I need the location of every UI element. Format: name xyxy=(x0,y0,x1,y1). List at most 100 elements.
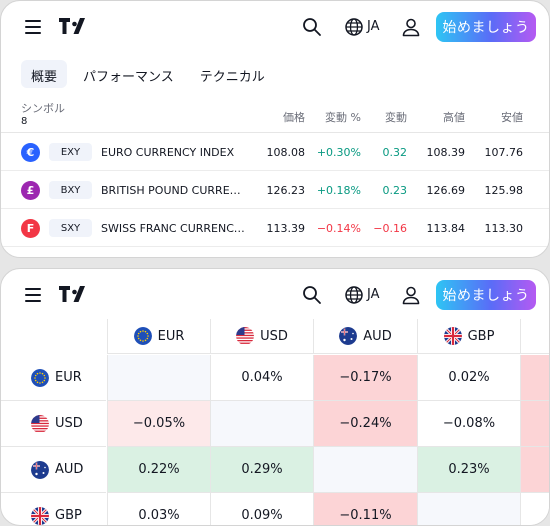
heatmap-cell[interactable]: −0.11% xyxy=(313,493,417,525)
price-cell: 108.08 xyxy=(266,146,306,159)
table-row[interactable]: £ BXY BRITISH POUND CURRENC… 126.23 +0.18% 0.… xyxy=(1,172,549,209)
tradingview-logo[interactable] xyxy=(59,18,91,34)
heatmap-cell[interactable]: −0.17% xyxy=(313,355,417,401)
symbol-count: 8 xyxy=(21,116,28,127)
high-cell: 126.69 xyxy=(426,184,466,197)
table-header: シンボル 8 価格 変動 % 変動 高値 安値 xyxy=(1,97,549,133)
usd-flag-icon xyxy=(31,414,49,433)
site-header: JA 始めましょう xyxy=(1,269,549,321)
heatmap-row-usd[interactable]: USD xyxy=(1,401,106,447)
heatmap-column-label: USD xyxy=(260,328,288,344)
user-icon[interactable] xyxy=(400,16,422,38)
heatmap-cell[interactable]: 0.03% xyxy=(107,493,210,525)
currency-heatmap-card: JA 始めましょう EUR USD AUD GBP EUR 0.04% −0.17% 0.02… xyxy=(0,268,550,526)
table-row[interactable]: F SXY SWISS FRANC CURRENCY I… 113.39 −0.14% −… xyxy=(1,210,549,247)
heatmap-cell[interactable] xyxy=(210,401,313,447)
low-cell: 113.30 xyxy=(484,222,524,235)
change-pct-column-header[interactable]: 変動 % xyxy=(325,111,361,124)
ticker-badge[interactable]: BXY xyxy=(49,181,92,199)
heatmap-row-gbp[interactable]: GBP xyxy=(1,493,106,525)
heatmap-column-eur[interactable]: EUR xyxy=(107,319,210,354)
symbol-name[interactable]: BRITISH POUND CURRENC… xyxy=(101,184,247,197)
heatmap-cell[interactable]: −0.08% xyxy=(417,401,520,447)
aud-flag-icon xyxy=(339,327,358,345)
tradingview-logo[interactable] xyxy=(59,286,91,302)
language-label[interactable]: JA xyxy=(367,287,380,302)
heatmap-cell[interactable] xyxy=(313,447,417,493)
heatmap-cell[interactable]: 0.04% xyxy=(210,355,313,401)
eur-flag-icon xyxy=(133,327,152,345)
heatmap-cell[interactable] xyxy=(417,493,520,525)
heatmap-overflow-cell xyxy=(520,493,549,525)
tab-1[interactable]: パフォーマンス xyxy=(83,70,174,85)
heatmap-row-label: AUD xyxy=(55,462,84,477)
heatmap-row-label: USD xyxy=(55,416,83,431)
get-started-button[interactable]: 始めましょう xyxy=(436,12,536,42)
high-cell: 113.84 xyxy=(426,222,466,235)
price-cell: 126.23 xyxy=(266,184,306,197)
change-pct-cell: +0.18% xyxy=(316,184,361,197)
heatmap-cell[interactable]: 0.29% xyxy=(210,447,313,493)
heatmap-overflow-cell xyxy=(520,355,549,401)
heatmap-column-label: EUR xyxy=(157,328,185,344)
globe-icon[interactable] xyxy=(343,284,365,306)
ticker-badge[interactable]: SXY xyxy=(49,219,92,237)
low-cell: 107.76 xyxy=(484,146,524,159)
symbol-name[interactable]: SWISS FRANC CURRENCY I… xyxy=(101,222,247,235)
heatmap-cell[interactable]: 0.23% xyxy=(417,447,520,493)
change-pct-cell: −0.14% xyxy=(316,222,361,235)
heatmap-cell[interactable] xyxy=(107,355,210,401)
site-header: JA 始めましょう xyxy=(1,1,549,53)
aud-flag-icon xyxy=(31,460,49,479)
heatmap-column-gbp[interactable]: GBP xyxy=(417,319,520,354)
price-cell: 113.39 xyxy=(266,222,306,235)
heatmap-row-aud[interactable]: AUD xyxy=(1,447,106,493)
table-row[interactable]: € EXY EURO CURRENCY INDEX 108.08 +0.30% 0.32 1… xyxy=(1,134,549,171)
heatmap-row-label: GBP xyxy=(55,508,82,523)
heatmap-cell[interactable]: 0.02% xyxy=(417,355,520,401)
heatmap-cell[interactable]: −0.24% xyxy=(313,401,417,447)
currency-icon: £ xyxy=(21,181,40,200)
tab-2[interactable]: テクニカル xyxy=(199,70,265,85)
change-pct-cell: +0.30% xyxy=(316,146,361,159)
heatmap-overflow-cell xyxy=(520,401,549,447)
get-started-button[interactable]: 始めましょう xyxy=(436,280,536,310)
market-overview-card: JA 始めましょう 概要 パフォーマンス テクニカル シンボル 8 価格 変動 % … xyxy=(0,0,550,258)
gbp-flag-icon xyxy=(443,327,462,345)
heatmap-column-aud[interactable]: AUD xyxy=(313,319,417,354)
high-column-header[interactable]: 高値 xyxy=(443,111,465,124)
search-icon[interactable] xyxy=(301,16,323,38)
change-cell: 0.32 xyxy=(382,146,408,159)
high-cell: 108.39 xyxy=(426,146,466,159)
currency-icon: F xyxy=(21,219,40,238)
tab-0[interactable]: 概要 xyxy=(21,60,68,88)
symbol-column-header[interactable]: シンボル 8 xyxy=(21,102,65,127)
currency-icon: € xyxy=(21,143,40,162)
heatmap-row-label: EUR xyxy=(55,370,82,385)
globe-icon[interactable] xyxy=(343,16,365,38)
language-label[interactable]: JA xyxy=(367,19,380,34)
search-icon[interactable] xyxy=(301,284,323,306)
menu-icon[interactable] xyxy=(25,20,41,34)
heatmap-row-eur[interactable]: EUR xyxy=(1,355,106,401)
heatmap-column-overflow xyxy=(520,319,549,354)
price-column-header[interactable]: 価格 xyxy=(283,111,305,124)
heatmap-column-usd[interactable]: USD xyxy=(210,319,313,354)
heatmap-overflow-cell xyxy=(520,447,549,493)
heatmap-cell[interactable]: 0.22% xyxy=(107,447,210,493)
eur-flag-icon xyxy=(31,368,49,387)
change-cell: −0.16 xyxy=(373,222,407,235)
change-cell: 0.23 xyxy=(382,184,408,197)
low-cell: 125.98 xyxy=(484,184,524,197)
usd-flag-icon xyxy=(236,327,255,345)
menu-icon[interactable] xyxy=(25,288,41,302)
heatmap-cell[interactable]: −0.05% xyxy=(107,401,210,447)
tab-bar: 概要 パフォーマンス テクニカル xyxy=(21,60,281,88)
symbol-name[interactable]: EURO CURRENCY INDEX xyxy=(101,146,235,159)
heatmap-cell[interactable]: 0.09% xyxy=(210,493,313,525)
low-column-header[interactable]: 安値 xyxy=(501,111,523,124)
heatmap-column-label: AUD xyxy=(363,328,392,344)
user-icon[interactable] xyxy=(400,284,422,306)
change-column-header[interactable]: 変動 xyxy=(385,111,407,124)
ticker-badge[interactable]: EXY xyxy=(49,143,92,161)
